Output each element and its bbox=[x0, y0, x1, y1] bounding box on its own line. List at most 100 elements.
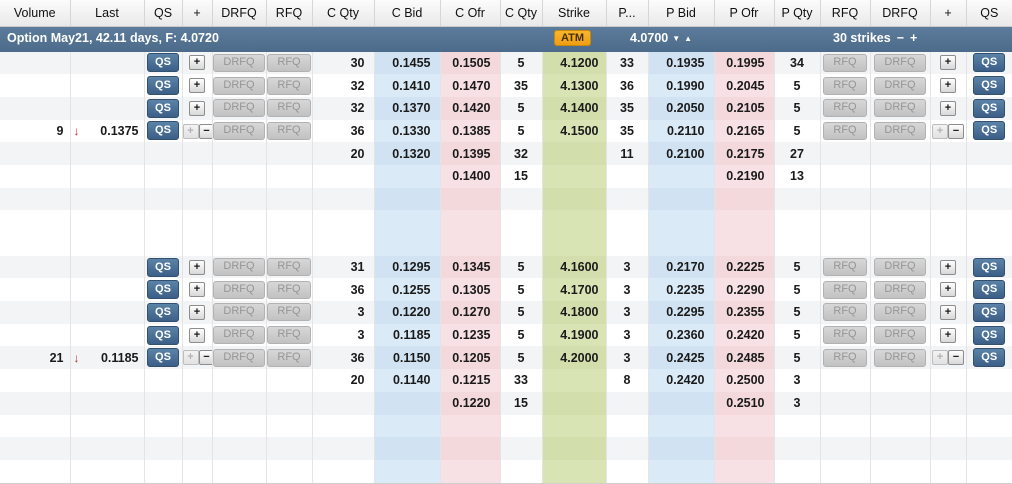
put-bid-cell[interactable]: 0.2360 bbox=[648, 323, 715, 347]
put-offer-cell[interactable]: 0.2420 bbox=[714, 323, 775, 347]
call-offer-cell[interactable]: 0.1420 bbox=[440, 96, 501, 120]
call-bid-cell[interactable]: 0.1330 bbox=[374, 119, 441, 143]
put-bid-cell[interactable]: 0.2110 bbox=[648, 119, 715, 143]
call-offer-cell[interactable]: 0.1385 bbox=[440, 119, 501, 143]
call-offer-cell[interactable]: 0.1395 bbox=[440, 142, 501, 165]
put-bid-cell[interactable]: 0.2235 bbox=[648, 278, 715, 302]
call-offer-cell[interactable]: 0.1305 bbox=[440, 278, 501, 302]
strikes-minus-icon[interactable]: − bbox=[896, 30, 904, 45]
add-order-button[interactable]: + bbox=[940, 259, 956, 275]
add-order-button[interactable]: + bbox=[940, 282, 956, 298]
put-bid-cell[interactable]: 0.2100 bbox=[648, 142, 715, 165]
qs-button[interactable]: QS bbox=[973, 325, 1006, 345]
remove-order-button[interactable]: − bbox=[948, 350, 964, 366]
call-offer-cell[interactable]: 0.1505 bbox=[440, 51, 501, 75]
call-bid-cell[interactable]: 0.1295 bbox=[374, 255, 441, 279]
add-order-button[interactable]: + bbox=[940, 327, 956, 343]
call-bid-cell[interactable]: 0.1185 bbox=[374, 323, 441, 347]
put-offer-cell[interactable]: 0.1995 bbox=[714, 51, 775, 75]
qs-button[interactable]: QS bbox=[973, 76, 1006, 96]
price-down-icon[interactable]: ▼ bbox=[672, 33, 681, 43]
put-offer-cell[interactable]: 0.2500 bbox=[714, 369, 775, 392]
qs-button[interactable]: QS bbox=[147, 257, 179, 277]
put-offer-cell[interactable]: 0.2485 bbox=[714, 346, 775, 370]
call-offer-cell[interactable]: 0.1470 bbox=[440, 74, 501, 97]
qs-button[interactable]: QS bbox=[147, 280, 179, 300]
put-offer-cell[interactable]: 0.2225 bbox=[714, 255, 775, 279]
add-order-button[interactable]: + bbox=[189, 327, 205, 343]
add-order-button[interactable]: + bbox=[189, 259, 205, 275]
put-bid-cell[interactable]: 0.1990 bbox=[648, 74, 715, 97]
qs-button[interactable]: QS bbox=[973, 302, 1006, 322]
call-offer-cell[interactable]: 0.1270 bbox=[440, 301, 501, 324]
call-bid-cell[interactable]: 0.1370 bbox=[374, 96, 441, 120]
qs-button[interactable]: QS bbox=[147, 53, 179, 73]
call-offer-cell[interactable]: 0.1215 bbox=[440, 369, 501, 392]
strikes-plus-icon[interactable]: + bbox=[910, 30, 918, 45]
rfq-left-cell bbox=[266, 142, 313, 165]
qs-button[interactable]: QS bbox=[147, 348, 179, 368]
drfq-button: DRFQ bbox=[874, 121, 926, 140]
qs-button[interactable]: QS bbox=[973, 348, 1006, 368]
qs-button[interactable]: QS bbox=[147, 76, 179, 96]
add-order-button[interactable]: + bbox=[940, 78, 956, 94]
add-order-button[interactable]: + bbox=[189, 305, 205, 320]
put-offer-cell[interactable]: 0.2510 bbox=[714, 391, 775, 415]
call-bid-cell[interactable]: 0.1255 bbox=[374, 278, 441, 302]
call-bid-cell[interactable]: 0.1410 bbox=[374, 74, 441, 97]
qs-button[interactable]: QS bbox=[973, 53, 1006, 73]
volume-cell bbox=[0, 437, 71, 460]
put-offer-cell[interactable]: 0.2105 bbox=[714, 96, 775, 120]
call-bid-cell[interactable]: 0.1220 bbox=[374, 301, 441, 324]
put-offer-cell[interactable]: 0.2175 bbox=[714, 142, 775, 165]
table-row bbox=[0, 459, 1012, 483]
drfq-left-cell: DRFQ bbox=[212, 301, 267, 324]
atm-badge[interactable]: ATM bbox=[554, 29, 592, 46]
qs-button[interactable]: QS bbox=[147, 98, 179, 118]
call-offer-cell[interactable]: 0.1220 bbox=[440, 391, 501, 415]
call-bid-cell[interactable]: 0.1150 bbox=[374, 346, 441, 370]
qs-button[interactable]: QS bbox=[973, 280, 1006, 300]
qs-button[interactable]: QS bbox=[147, 325, 179, 345]
put-bid-cell[interactable]: 0.2295 bbox=[648, 301, 715, 324]
call-offer-cell[interactable]: 0.1345 bbox=[440, 255, 501, 279]
call-offer-cell[interactable]: 0.1205 bbox=[440, 346, 501, 370]
qs-button[interactable]: QS bbox=[147, 121, 179, 141]
add-order-button[interactable]: + bbox=[189, 100, 205, 116]
call-bid-cell[interactable]: 0.1455 bbox=[374, 51, 441, 75]
call-offer-cell[interactable]: 0.1235 bbox=[440, 323, 501, 347]
drfq-right-cell bbox=[870, 164, 931, 188]
add-order-button[interactable]: + bbox=[189, 78, 205, 94]
table-row: 9 ↓ 0.1375 QS + − DRFQ RFQ 36 0.1330 0.1385 5 4.1500… bbox=[0, 119, 1012, 143]
add-order-button[interactable]: + bbox=[940, 100, 956, 116]
qs-button[interactable]: QS bbox=[973, 257, 1006, 277]
add-order-button[interactable]: + bbox=[189, 282, 205, 298]
put-bid-cell[interactable]: 0.2170 bbox=[648, 255, 715, 279]
put-bid-cell[interactable]: 0.1935 bbox=[648, 51, 715, 75]
add-order-button[interactable]: + bbox=[189, 55, 205, 71]
remove-order-button[interactable]: − bbox=[948, 123, 964, 139]
qs-button[interactable]: QS bbox=[973, 98, 1006, 118]
drfq-right-cell bbox=[870, 391, 931, 415]
remove-order-button[interactable]: − bbox=[198, 350, 211, 366]
add-order-button[interactable]: + bbox=[940, 305, 956, 320]
qs-button[interactable]: QS bbox=[973, 121, 1006, 141]
put-bid-cell[interactable]: 0.2420 bbox=[648, 369, 715, 392]
put-offer-cell[interactable]: 0.2190 bbox=[714, 164, 775, 188]
call-offer-cell[interactable]: 0.1400 bbox=[440, 164, 501, 188]
put-bid-cell[interactable]: 0.2425 bbox=[648, 346, 715, 370]
add-order-button[interactable]: + bbox=[940, 55, 956, 71]
call-bid-cell[interactable]: 0.1320 bbox=[374, 142, 441, 165]
put-offer-cell[interactable]: 0.2355 bbox=[714, 301, 775, 324]
put-bid-cell[interactable]: 0.2050 bbox=[648, 96, 715, 120]
last-cell bbox=[70, 323, 145, 347]
remove-order-button[interactable]: − bbox=[198, 123, 211, 139]
put-offer-cell[interactable]: 0.2165 bbox=[714, 119, 775, 143]
put-offer-cell[interactable]: 0.2045 bbox=[714, 74, 775, 97]
qs-button[interactable]: QS bbox=[147, 302, 179, 322]
call-bid-cell[interactable]: 0.1140 bbox=[374, 369, 441, 392]
rfq-left-cell bbox=[266, 414, 313, 438]
put-offer-cell[interactable]: 0.2290 bbox=[714, 278, 775, 302]
price-up-icon[interactable]: ▲ bbox=[684, 33, 693, 43]
rfq-right-cell bbox=[820, 437, 871, 460]
